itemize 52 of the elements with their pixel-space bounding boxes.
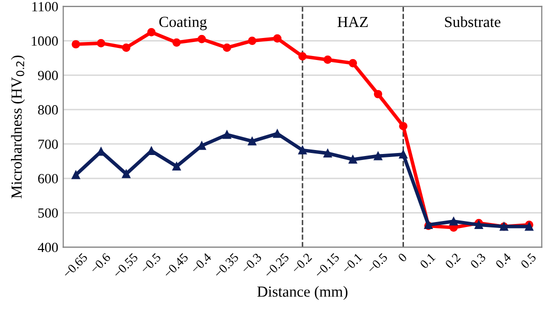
point — [122, 44, 130, 52]
x-tick-label: 0.1 — [419, 252, 436, 269]
x-axis-title: Distance (mm) — [257, 286, 348, 300]
point — [172, 38, 181, 47]
point — [324, 149, 332, 158]
x-tick-label: 0.4 — [495, 252, 512, 269]
x-tick-label: −0.2 — [291, 252, 312, 274]
y-tick-label: 500 — [38, 208, 58, 218]
point — [273, 34, 282, 43]
point — [122, 170, 130, 178]
y-tick-label: 1000 — [32, 36, 58, 46]
point — [298, 52, 307, 60]
y-tick-label: 900 — [38, 70, 58, 80]
y-tick-label: 800 — [38, 105, 58, 115]
point — [348, 155, 358, 164]
point — [324, 56, 332, 64]
annotation: HAZ — [338, 16, 368, 27]
point — [374, 152, 382, 160]
point — [96, 39, 106, 48]
point — [248, 137, 256, 146]
point — [248, 36, 256, 45]
x-tick-label: 0.3 — [470, 252, 486, 269]
point — [72, 40, 80, 48]
x-tick-label: 0.5 — [520, 252, 537, 269]
x-tick-label: −0.6 — [90, 252, 112, 274]
x-tick-label: −0.4 — [190, 252, 212, 274]
point — [172, 162, 181, 171]
x-tick-label: −0.1 — [342, 252, 363, 274]
x-tick-label: 0 — [398, 252, 408, 262]
y-tick-label: 700 — [38, 140, 58, 149]
point — [374, 90, 382, 98]
point — [222, 130, 232, 139]
annotation: Substrate — [445, 16, 500, 28]
point — [399, 122, 408, 130]
y-axis-title: Microhardness (HV$_{0.2}$) — [11, 56, 25, 198]
x-tick-label: 0.2 — [444, 252, 461, 269]
point — [147, 28, 156, 36]
x-tick-label: −0.3 — [240, 252, 262, 274]
x-tick-label: −0.5 — [140, 252, 162, 274]
y-tick-label: 1100 — [32, 2, 58, 12]
point — [198, 34, 206, 44]
point — [449, 217, 458, 226]
y-tick-label: 600 — [38, 174, 58, 184]
point — [399, 150, 408, 158]
point — [273, 130, 282, 138]
point — [72, 170, 80, 180]
x-tick-label: −0.5 — [366, 252, 388, 274]
point — [348, 59, 358, 68]
point — [298, 146, 307, 154]
y-tick-label: 400 — [38, 242, 58, 252]
annotation: Coating — [159, 16, 207, 30]
point — [222, 44, 232, 52]
